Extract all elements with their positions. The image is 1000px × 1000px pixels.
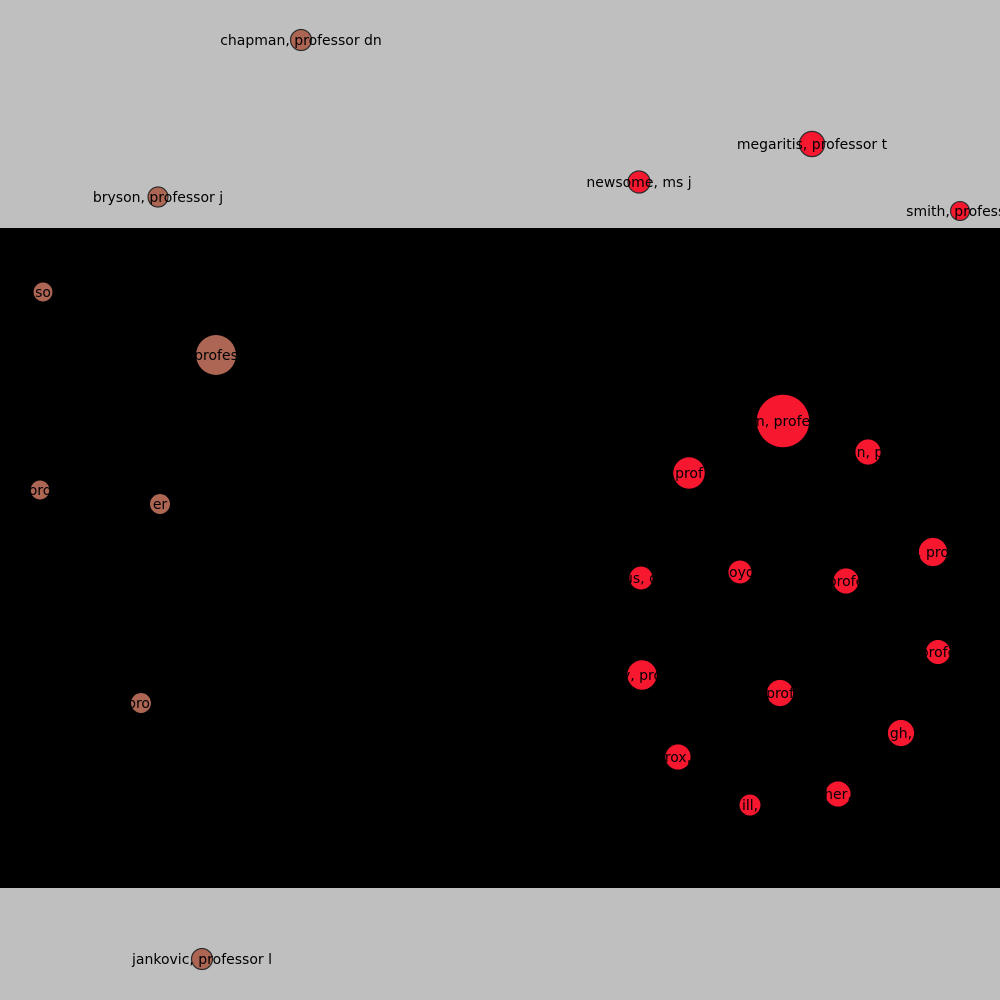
node-label: oro — [29, 483, 52, 499]
node-newsome: newsome, ms j — [586, 170, 692, 194]
node-circle — [673, 457, 705, 489]
node-label: prof — [675, 466, 704, 482]
node-megaritis: megaritis, professor t — [737, 130, 888, 158]
node-label: bryson, professor j — [93, 190, 223, 206]
node-label: loyd — [725, 565, 755, 581]
node-b2: profes — [194, 335, 238, 375]
node-b4: er — [150, 494, 170, 514]
node-circle — [918, 537, 948, 567]
node-circle — [855, 439, 881, 465]
node-label: rox, — [665, 750, 691, 766]
node-label: profes — [194, 348, 238, 364]
node-circle — [30, 480, 50, 500]
node-r11: gh, — [887, 719, 915, 747]
node-label: , pro — [917, 545, 949, 561]
node-label: us, d — [624, 571, 658, 587]
node-b3: oro — [29, 480, 52, 500]
node-label: jankovic, professor l — [131, 952, 272, 968]
node-circle — [150, 494, 170, 514]
node-circle — [728, 560, 752, 584]
node-r5: us, d — [624, 566, 658, 590]
node-label: her, — [824, 787, 852, 803]
node-label: er — [153, 497, 168, 513]
black-panel — [0, 228, 1000, 888]
node-r2: in, p — [853, 439, 884, 465]
node-label: newsome, ms j — [586, 175, 691, 191]
node-r8: profe — [920, 639, 956, 665]
node-label: megaritis, professor t — [737, 137, 888, 153]
node-circle — [627, 660, 657, 690]
node-jankovic: jankovic, professor l — [131, 947, 272, 971]
node-r6: loyd — [725, 560, 755, 584]
node-label: n, profe — [756, 414, 810, 430]
node-circle — [131, 693, 151, 713]
node-r12: rox, — [665, 744, 691, 770]
node-label: profe — [828, 574, 864, 590]
node-smith: smith, professo — [906, 200, 1000, 222]
node-b5: prof — [127, 693, 156, 713]
node-circle — [925, 639, 951, 665]
node-label: prof — [127, 696, 156, 712]
node-circle — [756, 394, 810, 448]
node-circle — [665, 744, 691, 770]
node-r10: prof — [766, 679, 795, 707]
node-r3: prof — [673, 457, 705, 489]
node-r9: y, pro — [622, 660, 662, 690]
node-circle — [739, 794, 761, 816]
node-label: smith, professo — [906, 204, 1000, 220]
node-r13: her, — [824, 781, 852, 807]
node-bryson: bryson, professor j — [93, 186, 223, 208]
node-r1: n, profe — [756, 394, 810, 448]
node-circle — [798, 130, 826, 158]
nodes-layer: chapman, professor dn megaritis, professo… — [29, 28, 1000, 971]
node-r4: , pro — [917, 537, 949, 567]
node-circle — [629, 566, 653, 590]
node-circle — [33, 282, 53, 302]
node-circle — [147, 186, 169, 208]
bottom-panel — [0, 888, 1000, 1000]
node-r14: ill, — [739, 794, 761, 816]
node-chapman: chapman, professor dn — [220, 28, 382, 52]
node-circle — [825, 781, 851, 807]
node-label: so — [35, 285, 51, 301]
node-circle — [766, 679, 794, 707]
node-b1: so — [33, 282, 53, 302]
node-label: ill, — [742, 798, 758, 814]
node-circle — [196, 335, 236, 375]
node-circle — [833, 568, 859, 594]
node-label: chapman, professor dn — [220, 33, 382, 49]
node-label: profe — [920, 645, 956, 661]
node-label: in, p — [853, 445, 884, 461]
node-label: gh, — [890, 726, 912, 742]
node-r7: profe — [828, 568, 864, 594]
node-label: prof — [766, 686, 795, 702]
node-circle — [949, 200, 971, 222]
node-label: y, pro — [622, 668, 662, 684]
node-circle — [627, 170, 651, 194]
node-circle — [887, 719, 915, 747]
node-circle — [190, 947, 214, 971]
node-circle — [289, 28, 313, 52]
top-panel — [0, 0, 1000, 228]
